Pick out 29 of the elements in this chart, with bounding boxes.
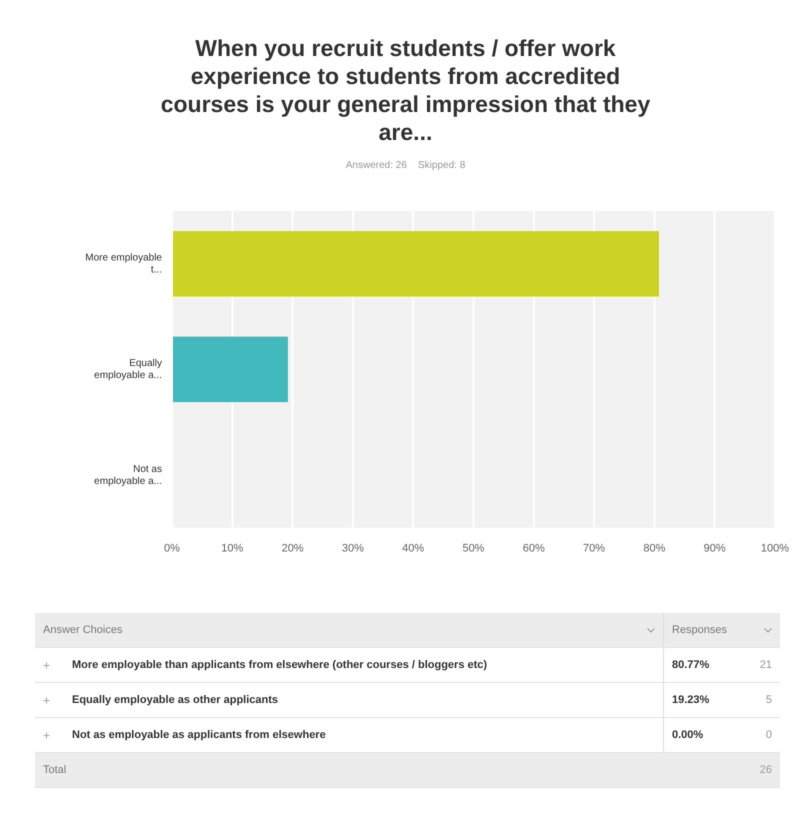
text: 80.77% [664,648,732,682]
text: Not as employable as applicants from elsewhere [72,729,326,741]
chart-title: When you recruit students / offer work experience to students from accredited courses is your general impression that they are... [160,34,652,146]
text: 21 [732,648,780,682]
x-tick-label: 40% [402,542,424,554]
text: Equally employable as other applicants [72,694,278,706]
chart-subtitle: Answered: 26 Skipped: 8 [344,160,466,171]
text: Total [35,752,664,788]
text: More employable than applicants from elsewhere (other courses / bloggers etc) [72,659,488,671]
x-tick-label: 30% [342,542,364,554]
text: 0.00% [664,718,732,752]
text: Answer Choices [43,624,122,636]
x-tick-label: 90% [704,542,726,554]
x-tick-label: 20% [282,542,304,554]
x-tick-label: 100% [760,542,790,554]
x-tick-label: 0% [164,542,180,554]
x-tick-label: 10% [221,542,244,554]
text: 0 [732,718,780,752]
text: 19.23% [664,682,732,718]
y-tick-label: Equally employable a... [94,358,162,382]
x-tick-label: 60% [522,542,545,554]
x-tick-label: 70% [583,542,606,554]
y-tick-label: Not as employable a... [94,464,162,487]
y-tick-label: More employable t... [85,252,162,276]
x-tick-label: 50% [462,542,485,554]
text: Responses [672,624,728,636]
text: 5 [732,682,780,718]
x-tick-label: 80% [643,542,666,554]
text: 26 [732,752,780,788]
